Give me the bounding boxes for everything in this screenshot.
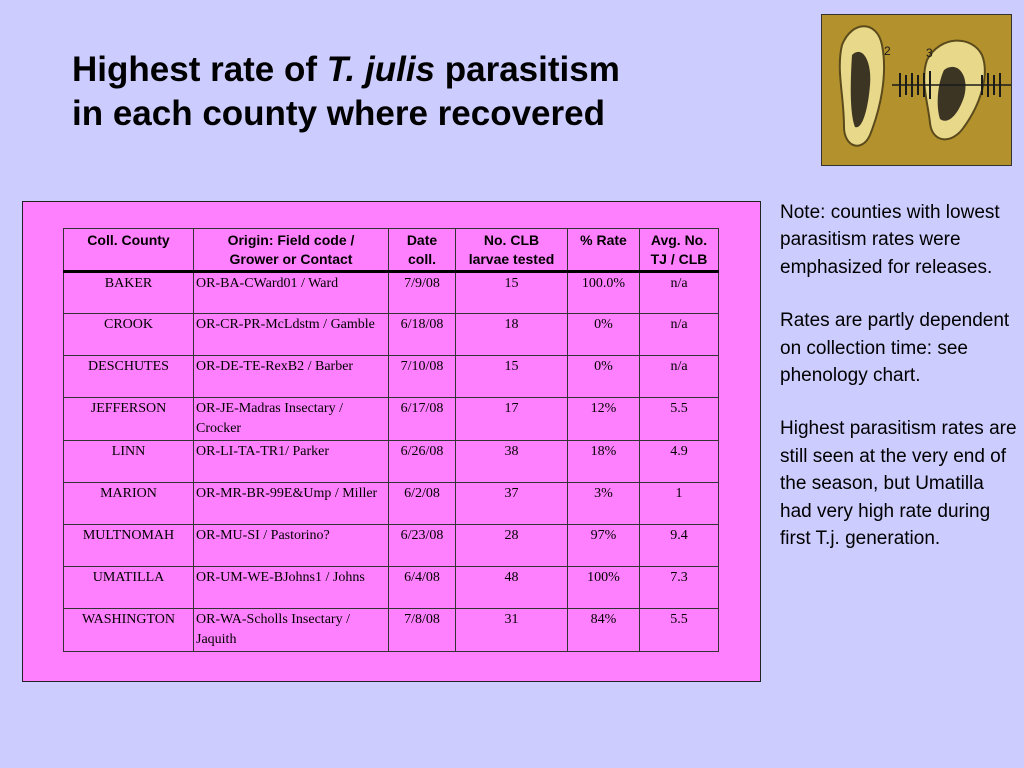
table-row: UMATILLA OR-UM-WE-BJohns1 / Johns 6/4/08 48… — [63, 566, 719, 609]
origin-cell: OR-CR-PR-McLdstm / Gamble — [193, 313, 389, 356]
column-header-text: larvae tested — [468, 251, 555, 267]
origin-cell: OR-WA-Scholls Insectary / Jaquith — [193, 608, 389, 652]
origin-cell: OR-MR-BR-99E&Ump / Miller — [193, 482, 389, 525]
column-header-text: Coll. County — [87, 232, 170, 248]
avg-cell: n/a — [639, 313, 719, 356]
table-row: BAKER OR-BA-CWard01 / Ward 7/9/08 15 100.0% n… — [63, 271, 719, 314]
rate-cell: 100% — [567, 566, 640, 609]
scale-label-2: 2 — [884, 44, 891, 58]
origin-cell: OR-UM-WE-BJohns1 / Johns — [193, 566, 389, 609]
county-cell: WASHINGTON — [63, 608, 194, 652]
avg-cell: 9.4 — [639, 524, 719, 567]
avg-cell: n/a — [639, 355, 719, 398]
date-cell: 7/10/08 — [388, 355, 456, 398]
table-row: DESCHUTES OR-DE-TE-RexB2 / Barber 7/10/08 1… — [63, 355, 719, 398]
title-line2: in each county where recovered — [72, 94, 605, 133]
column-header: Avg. No. TJ / CLB — [639, 228, 719, 273]
table-row: JEFFERSON OR-JE-Madras Insectary / Crocke… — [63, 397, 719, 441]
rate-cell: 100.0% — [567, 271, 640, 314]
county-cell: LINN — [63, 440, 194, 483]
date-cell: 6/23/08 — [388, 524, 456, 567]
table-panel: Coll. County Origin: Field code / Grower o… — [22, 201, 761, 682]
date-cell: 6/4/08 — [388, 566, 456, 609]
date-cell: 6/17/08 — [388, 397, 456, 441]
county-cell: JEFFERSON — [63, 397, 194, 441]
column-header-text: Date — [406, 232, 438, 248]
tested-cell: 17 — [455, 397, 568, 441]
county-cell: UMATILLA — [63, 566, 194, 609]
tested-cell: 28 — [455, 524, 568, 567]
county-cell: DESCHUTES — [63, 355, 194, 398]
column-header: Coll. County — [63, 228, 194, 273]
column-header: Origin: Field code / Grower or Contact — [193, 228, 389, 273]
tested-cell: 15 — [455, 355, 568, 398]
rate-cell: 12% — [567, 397, 640, 441]
rate-cell: 0% — [567, 313, 640, 356]
table-row: WASHINGTON OR-WA-Scholls Insectary / Jaqu… — [63, 608, 719, 652]
rate-cell: 0% — [567, 355, 640, 398]
table-row: LINN OR-LI-TA-TR1/ Parker 6/26/08 38 18% 4.9 — [63, 440, 719, 483]
column-header-text: coll. — [407, 251, 436, 267]
note-highest-rates: Highest parasitism rates are still seen … — [780, 418, 1017, 550]
larvae-photo: 2 3 — [821, 14, 1012, 166]
county-cell: BAKER — [63, 271, 194, 314]
note-timing: Rates are partly dependent on collection… — [780, 310, 1010, 387]
table-row: MULTNOMAH OR-MU-SI / Pastorino? 6/23/08 28 9… — [63, 524, 719, 567]
tested-cell: 48 — [455, 566, 568, 609]
tested-cell: 18 — [455, 313, 568, 356]
county-cell: MARION — [63, 482, 194, 525]
column-header: % Rate — [567, 228, 640, 273]
rate-cell: 97% — [567, 524, 640, 567]
rate-cell: 84% — [567, 608, 640, 652]
tested-cell: 37 — [455, 482, 568, 525]
slide-title: Highest rate of T. julis parasitism in e… — [72, 48, 620, 136]
avg-cell: 5.5 — [639, 397, 719, 441]
tested-cell: 15 — [455, 271, 568, 314]
title-line1: Highest rate of T. julis parasitism — [72, 50, 620, 89]
tested-cell: 38 — [455, 440, 568, 483]
avg-cell: 1 — [639, 482, 719, 525]
larvae-micrograph: 2 3 — [822, 15, 1011, 165]
date-cell: 6/26/08 — [388, 440, 456, 483]
rate-cell: 3% — [567, 482, 640, 525]
avg-cell: n/a — [639, 271, 719, 314]
notes-panel: Note: counties with lowest parasitism ra… — [780, 199, 1020, 578]
county-cell: MULTNOMAH — [63, 524, 194, 567]
table-body: BAKER OR-BA-CWard01 / Ward 7/9/08 15 100.0% n… — [63, 271, 719, 652]
column-header-text: No. CLB — [483, 232, 540, 248]
date-cell: 7/9/08 — [388, 271, 456, 314]
rate-cell: 18% — [567, 440, 640, 483]
title-suffix: parasitism — [435, 50, 620, 89]
column-header-text: Origin: Field code / — [227, 232, 355, 248]
table-row: MARION OR-MR-BR-99E&Ump / Miller 6/2/08 37 3… — [63, 482, 719, 525]
table-row: CROOK OR-CR-PR-McLdstm / Gamble 6/18/08 18 0… — [63, 313, 719, 356]
tested-cell: 31 — [455, 608, 568, 652]
column-header: Date coll. — [388, 228, 456, 273]
origin-cell: OR-BA-CWard01 / Ward — [193, 271, 389, 314]
column-header-text: TJ / CLB — [650, 251, 708, 267]
date-cell: 6/2/08 — [388, 482, 456, 525]
avg-cell: 7.3 — [639, 566, 719, 609]
column-header-text: Grower or Contact — [229, 251, 353, 267]
parasitism-table: Coll. County Origin: Field code / Grower o… — [63, 228, 719, 652]
county-cell: CROOK — [63, 313, 194, 356]
origin-cell: OR-JE-Madras Insectary / Crocker — [193, 397, 389, 441]
avg-cell: 4.9 — [639, 440, 719, 483]
date-cell: 6/18/08 — [388, 313, 456, 356]
table-header-row: Coll. County Origin: Field code / Grower o… — [63, 228, 719, 273]
title-species: T. julis — [326, 50, 436, 89]
origin-cell: OR-LI-TA-TR1/ Parker — [193, 440, 389, 483]
column-header: No. CLB larvae tested — [455, 228, 568, 273]
title-prefix: Highest rate of — [72, 50, 327, 89]
column-header-text: % Rate — [580, 232, 627, 248]
column-header-text: Avg. No. — [650, 232, 708, 248]
scale-label-3: 3 — [926, 46, 933, 60]
date-cell: 7/8/08 — [388, 608, 456, 652]
note-emphasis: Note: counties with lowest parasitism ra… — [780, 202, 1000, 278]
avg-cell: 5.5 — [639, 608, 719, 652]
origin-cell: OR-DE-TE-RexB2 / Barber — [193, 355, 389, 398]
origin-cell: OR-MU-SI / Pastorino? — [193, 524, 389, 567]
